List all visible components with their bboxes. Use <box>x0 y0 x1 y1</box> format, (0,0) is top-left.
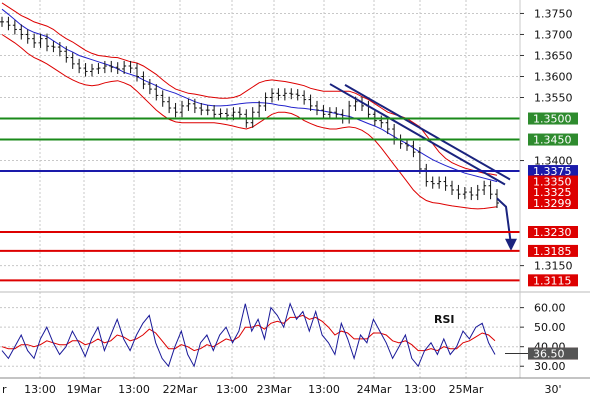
price-axis: 1.3750 1.3700 1.3650 1.3600 1.3550 1.3400 1.31… <box>520 7 573 273</box>
bollinger-lower-line <box>1 34 498 210</box>
y-tick-label: 1.3150 <box>534 260 573 273</box>
level-tag-label: 1.3375 <box>533 165 572 178</box>
level-tag <box>528 226 578 238</box>
level-tag <box>528 175 578 188</box>
rsi-tick-label: 30.00 <box>534 360 566 373</box>
rsi-title: RSI <box>434 313 455 326</box>
level-tag-label: 1.3230 <box>533 226 572 239</box>
y-tick-label: 1.3600 <box>534 70 573 83</box>
rsi-value-tag <box>528 347 578 360</box>
level-tag-label: 1.3500 <box>533 113 572 126</box>
x-tick-label: 13:00 <box>24 383 56 396</box>
y-tick-label: 1.3700 <box>534 28 573 41</box>
level-tag-label: 1.3299 <box>533 197 572 210</box>
level-tag <box>528 274 578 287</box>
moving-average-line <box>1 8 498 183</box>
level-tag <box>528 244 578 257</box>
x-tick-label: 19Mar <box>67 383 102 396</box>
rsi-line <box>1 302 496 368</box>
price-panel <box>0 2 517 251</box>
x-tick-label: 22Mar <box>163 383 198 396</box>
x-tick-label: r <box>2 383 7 396</box>
level-tag <box>528 165 578 178</box>
y-tick-label: 1.3650 <box>534 49 573 62</box>
forecast-arrow <box>496 197 512 245</box>
rsi-tick-label: 60.00 <box>534 302 566 315</box>
forecast-arrowhead <box>505 238 517 251</box>
level-tag-label: 1.3325 <box>533 186 572 199</box>
rsi-tick-label: 50.00 <box>534 321 566 334</box>
y-tick-label: 1.3550 <box>534 92 573 105</box>
level-tag-label: 1.3115 <box>533 274 572 287</box>
time-axis: r 13:00 19Mar 13:00 22Mar 13:00 23Mar 13:00 24Ma… <box>0 377 590 396</box>
resistance-trendline <box>329 83 506 186</box>
x-tick-label: 13:00 <box>216 383 248 396</box>
x-tick-label: 13:00 <box>404 383 436 396</box>
y-tick-label: 1.3750 <box>534 7 573 20</box>
x-tick-label: 25Mar <box>449 383 484 396</box>
level-tag-label: 1.3450 <box>533 134 572 147</box>
x-tick-label: 13:00 <box>308 383 340 396</box>
bollinger-upper-line <box>1 2 498 176</box>
rsi-value-label: 36.50 <box>533 348 565 361</box>
level-tag <box>528 186 578 199</box>
x-tick-label: 24Mar <box>357 383 392 396</box>
y-tick-label: 1.3400 <box>534 155 573 168</box>
x-tick-label: 23Mar <box>257 383 292 396</box>
resistance-trendline-2 <box>344 84 511 181</box>
x-tick-label: 13:00 <box>118 383 150 396</box>
rsi-panel <box>0 291 590 368</box>
level-tag <box>528 197 578 209</box>
x-tick-label: 30' <box>544 383 561 396</box>
rsi-signal-line <box>1 314 496 352</box>
level-tag <box>528 133 578 146</box>
level-tag <box>528 112 578 125</box>
level-tag-label: 1.3185 <box>533 245 572 258</box>
level-tag-label: 1.3350 <box>533 176 572 189</box>
